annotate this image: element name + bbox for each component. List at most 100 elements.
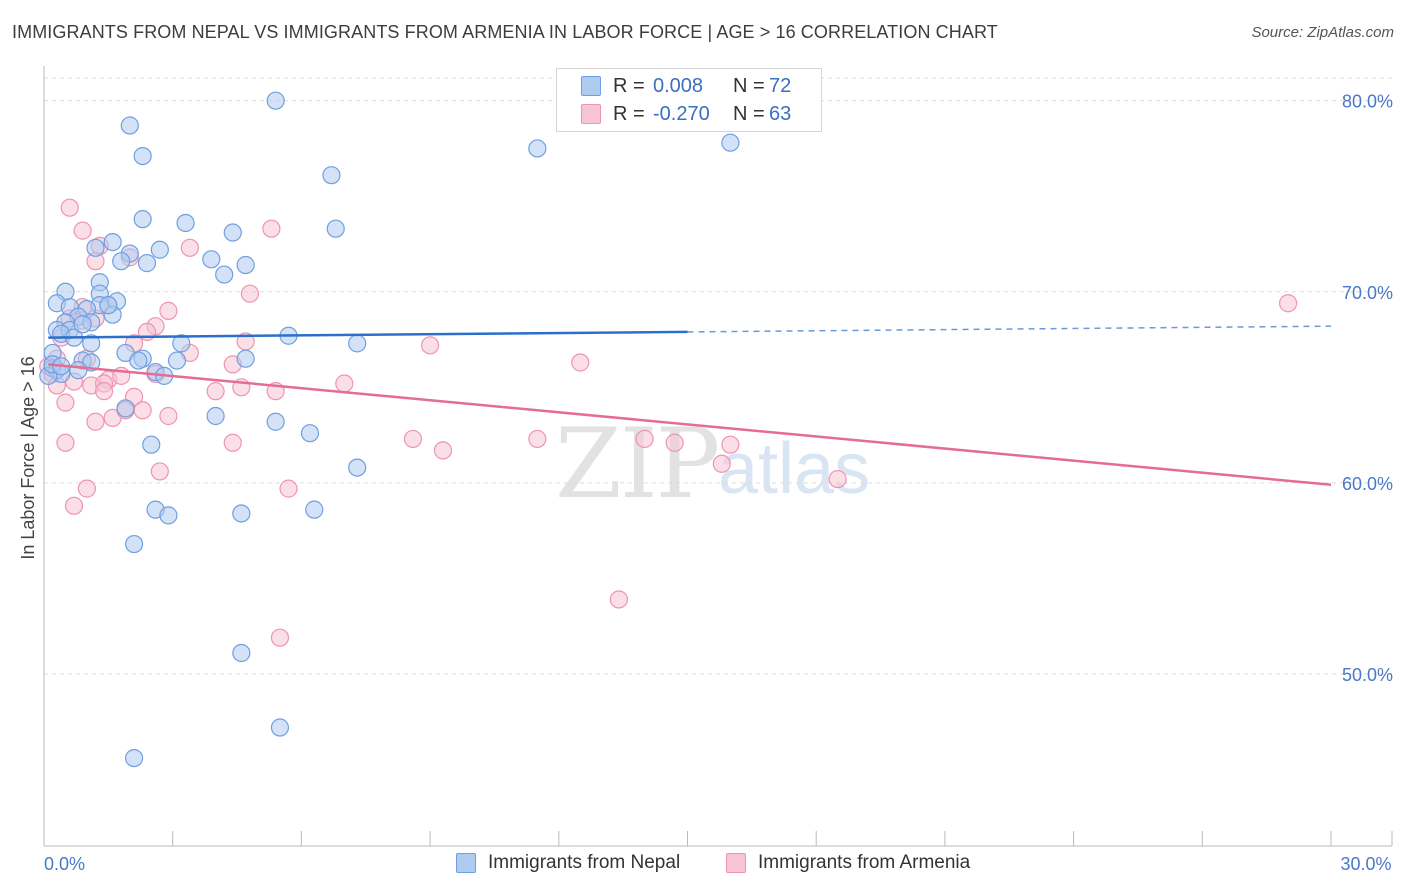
n-label: N = (733, 102, 765, 125)
nepal-point (86, 238, 105, 257)
nepal-point (232, 504, 251, 523)
nepal-point (137, 254, 157, 273)
nepal-point (236, 349, 255, 368)
armenia-point (528, 429, 547, 449)
armenia-point (609, 590, 628, 609)
chart-title: IMMIGRANTS FROM NEPAL VS IMMIGRANTS FROM… (12, 22, 998, 42)
axes (43, 66, 1393, 847)
armenia-point (665, 433, 684, 452)
nepal-point (112, 252, 131, 271)
armenia-point (56, 393, 75, 412)
nepal-point (116, 399, 135, 418)
nepal-point (133, 210, 152, 229)
nepal-point (236, 255, 255, 275)
nepal-point (232, 643, 251, 663)
n-value: 72 (769, 74, 792, 97)
nepal-point (82, 334, 101, 353)
armenia-point (159, 406, 178, 426)
armenia-point (712, 454, 731, 473)
armenia-point (150, 462, 169, 481)
armenia-point (86, 412, 105, 431)
x-tick-label: 0.0% (44, 854, 85, 874)
nepal-point (176, 213, 195, 233)
grid-lines (44, 77, 1392, 675)
y-tick-label: 80.0% (1342, 92, 1393, 112)
legend-item-armenia[interactable]: Immigrants from Armenia (726, 852, 970, 874)
nepal-point (142, 435, 161, 454)
nepal-point (528, 139, 547, 158)
armenia-point (635, 429, 654, 449)
nepal-point (69, 361, 88, 380)
legend-label-nepal: Immigrants from Nepal (488, 852, 681, 873)
nepal-point (133, 146, 152, 166)
armenia-point (159, 301, 178, 320)
nepal-point (73, 315, 92, 334)
nepal-point (103, 232, 122, 252)
armenia-point (270, 628, 290, 647)
armenia-point (180, 238, 199, 257)
armenia-point (133, 401, 152, 420)
nepal-point (348, 334, 367, 353)
watermark-zip: ZIP (555, 408, 720, 520)
armenia-point (433, 441, 453, 460)
nepal-point (167, 351, 187, 370)
nepal-trend-line (48, 330, 688, 339)
armenia-point (240, 284, 260, 303)
nepal-point (348, 458, 367, 477)
n-label: N = (733, 74, 765, 97)
armenia-point (64, 496, 84, 515)
nepal-point (129, 351, 148, 370)
nepal-point (300, 424, 320, 443)
stats-legend: R = 0.008 N = 72 R = -0.270 N = 63 (556, 68, 822, 132)
nepal-point (326, 219, 345, 238)
armenia-point (223, 433, 242, 452)
r-label: R = (613, 74, 645, 97)
nepal-point (721, 133, 740, 152)
nepal-swatch (456, 853, 476, 873)
armenia-point (262, 219, 281, 238)
armenia-point (571, 353, 590, 372)
nepal-point (202, 250, 221, 269)
y-tick-label: 70.0% (1342, 283, 1393, 303)
legend-row-armenia: R = -0.270 N = 63 (581, 101, 791, 127)
y-tick-label: 60.0% (1342, 474, 1393, 494)
armenia-point (721, 435, 740, 454)
nepal-point (206, 406, 225, 426)
armenia-swatch (726, 853, 746, 873)
armenia-point (828, 469, 847, 489)
tick-labels: 50.0% 60.0% 70.0% 80.0% 0.0% 30.0% (44, 92, 1393, 874)
source-credit: Source: ZipAtlas.com (1251, 24, 1394, 41)
nepal-point (124, 748, 144, 768)
armenia-point (206, 382, 225, 401)
nepal-point (270, 718, 290, 737)
armenia-trend-line (48, 363, 1332, 487)
y-axis-label: In Labor Force | Age > 16 (18, 356, 38, 559)
armenia-point (335, 374, 354, 393)
legend-label-armenia: Immigrants from Armenia (758, 852, 971, 873)
r-value: -0.270 (653, 102, 710, 125)
nepal-point (266, 412, 285, 431)
nepal-point (305, 500, 324, 519)
nepal-point (120, 116, 139, 135)
nepal-point (223, 223, 242, 242)
legend-row-nepal: R = 0.008 N = 72 (581, 73, 791, 99)
nepal-points (39, 91, 740, 768)
n-value: 63 (769, 102, 792, 125)
nepal-point (159, 506, 178, 525)
legend-item-nepal[interactable]: Immigrants from Nepal (456, 852, 680, 874)
nepal-point (99, 296, 118, 315)
nepal-point (322, 166, 341, 185)
armenia-point (1278, 294, 1298, 313)
armenia-point (279, 479, 298, 498)
trend-lines (48, 325, 1332, 487)
armenia-point (77, 479, 97, 498)
armenia-point (421, 336, 440, 355)
armenia-swatch (581, 104, 601, 124)
armenia-point (94, 382, 114, 401)
x-tick-label: 30.0% (1340, 854, 1391, 874)
armenia-point (60, 198, 79, 217)
nepal-point (215, 265, 234, 284)
nepal-point (124, 534, 144, 554)
nepal-point (266, 91, 285, 110)
nepal-trend-extension (687, 325, 1332, 333)
